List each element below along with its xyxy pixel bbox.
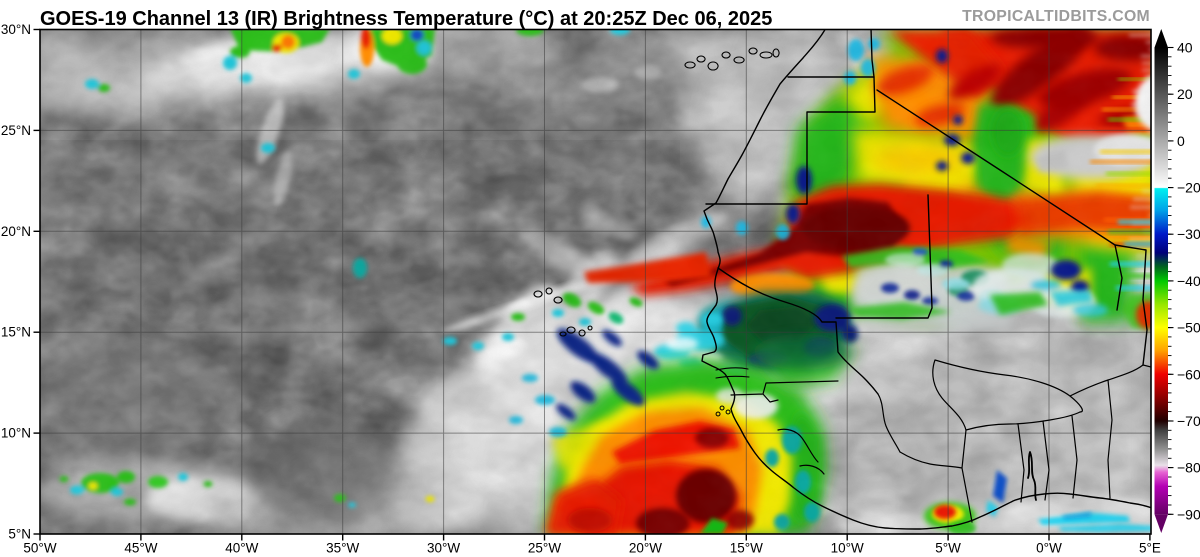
svg-text:15°W: 15°W [730, 541, 763, 556]
svg-text:−80: −80 [1177, 460, 1200, 476]
svg-text:45°W: 45°W [124, 541, 157, 556]
svg-text:20°W: 20°W [629, 541, 662, 556]
svg-text:10°N: 10°N [1, 426, 31, 441]
svg-text:20°N: 20°N [1, 224, 31, 239]
svg-text:25°N: 25°N [1, 123, 31, 138]
svg-text:−70: −70 [1177, 413, 1200, 429]
svg-text:5°E: 5°E [1139, 541, 1161, 556]
svg-text:GOES-19 Channel 13 (IR) Bright: GOES-19 Channel 13 (IR) Brightness Tempe… [40, 8, 772, 30]
svg-text:0: 0 [1177, 133, 1185, 149]
svg-text:5°W: 5°W [935, 541, 961, 556]
svg-text:20: 20 [1177, 86, 1193, 102]
svg-text:30°N: 30°N [1, 22, 31, 37]
svg-text:40°W: 40°W [225, 541, 258, 556]
svg-text:10°W: 10°W [831, 541, 864, 556]
svg-text:50°W: 50°W [23, 541, 56, 556]
svg-text:25°W: 25°W [528, 541, 561, 556]
svg-text:−90: −90 [1177, 506, 1200, 522]
svg-text:−40: −40 [1177, 273, 1200, 289]
svg-text:−50: −50 [1177, 320, 1200, 336]
svg-text:30°W: 30°W [427, 541, 460, 556]
svg-text:35°W: 35°W [326, 541, 359, 556]
svg-text:40: 40 [1177, 40, 1193, 56]
svg-text:−60: −60 [1177, 366, 1200, 382]
svg-text:TROPICALTIDBITS.COM: TROPICALTIDBITS.COM [962, 8, 1150, 25]
svg-text:0°W: 0°W [1036, 541, 1062, 556]
svg-text:5°N: 5°N [8, 527, 31, 542]
svg-text:−20: −20 [1177, 180, 1200, 196]
svg-text:15°N: 15°N [1, 325, 31, 340]
svg-text:−30: −30 [1177, 226, 1200, 242]
